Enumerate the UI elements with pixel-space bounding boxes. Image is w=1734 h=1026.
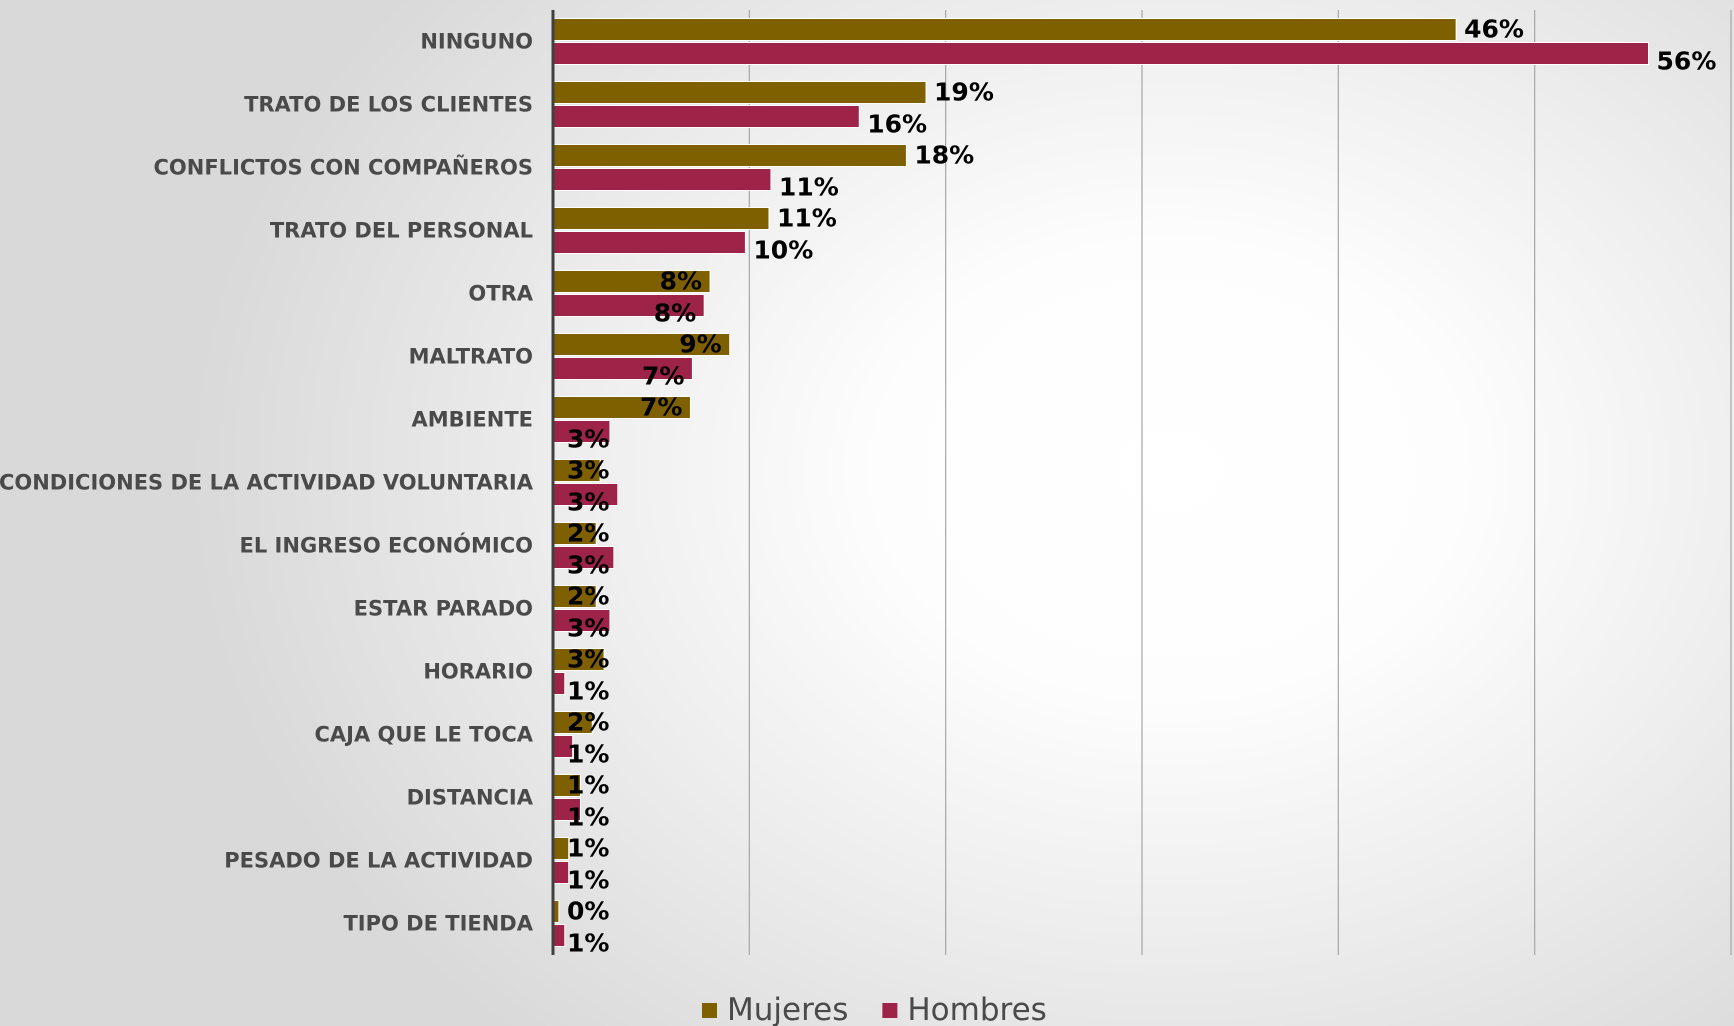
bar-mujeres	[552, 18, 1457, 41]
data-label-hombres: 1%	[567, 803, 609, 832]
category-label: MALTRATO	[409, 345, 533, 369]
bars	[552, 18, 1650, 947]
data-label-mujeres: 2%	[567, 582, 609, 611]
data-label-hombres: 11%	[779, 173, 839, 202]
bar-hombres	[552, 231, 746, 254]
data-label-mujeres: 19%	[934, 78, 994, 107]
bar-mujeres	[552, 207, 770, 230]
bar-hombres	[552, 105, 860, 128]
data-label-mujeres: 0%	[567, 897, 609, 926]
bar-hombres	[552, 672, 566, 695]
legend-label: Hombres	[907, 992, 1046, 1026]
data-label-hombres: 56%	[1657, 47, 1717, 76]
category-label: NINGUNO	[420, 30, 533, 54]
data-label-hombres: 1%	[567, 866, 609, 895]
data-label-hombres: 8%	[654, 299, 696, 328]
data-label-mujeres: 9%	[679, 330, 721, 359]
bar-hombres	[552, 924, 566, 947]
category-label: CONFLICTOS CON COMPAÑEROS	[154, 155, 534, 180]
data-label-mujeres: 1%	[567, 771, 609, 800]
category-label: ESTAR PARADO	[354, 597, 533, 621]
category-label: PESADO DE LA ACTIVIDAD	[224, 849, 533, 873]
category-labels: NINGUNO TRATO DE LOS CLIENTES CONFLICTOS C…	[0, 30, 534, 936]
category-label: DISTANCIA	[407, 786, 534, 810]
category-label: OTRA	[468, 282, 533, 306]
data-label-hombres: 1%	[567, 929, 609, 958]
legend: Mujeres Hombres	[702, 992, 1047, 1026]
data-label-mujeres: 11%	[777, 204, 837, 233]
category-label: TRATO DEL PERSONAL	[270, 219, 533, 243]
bar-hombres	[552, 42, 1650, 65]
data-label-mujeres: 18%	[914, 141, 974, 170]
data-label-hombres: 3%	[567, 551, 609, 580]
legend-swatch	[882, 1003, 898, 1018]
data-label-hombres: 16%	[867, 110, 927, 139]
category-label: TRATO DE LOS CLIENTES	[244, 93, 533, 117]
data-label-hombres: 3%	[567, 425, 609, 454]
data-label-mujeres: 8%	[660, 267, 702, 296]
category-label: TIPO DE TIENDA	[343, 912, 533, 936]
gridlines	[748, 10, 1732, 955]
legend-swatch	[702, 1003, 717, 1018]
data-label-mujeres: 2%	[567, 708, 609, 737]
data-label-mujeres: 1%	[567, 834, 609, 863]
data-label-hombres: 10%	[753, 236, 813, 265]
data-label-mujeres: 3%	[567, 645, 609, 674]
category-label: EL INGRESO ECONÓMICO	[240, 533, 533, 558]
category-label: HORARIO	[423, 660, 533, 684]
data-label-hombres: 7%	[642, 362, 684, 391]
data-label-hombres: 3%	[567, 488, 609, 517]
data-label-hombres: 1%	[567, 677, 609, 706]
data-label-mujeres: 2%	[567, 519, 609, 548]
legend-label: Mujeres	[727, 992, 848, 1026]
bar-hombres	[552, 168, 772, 191]
category-label: AMBIENTE	[411, 408, 533, 432]
data-label-hombres: 3%	[567, 614, 609, 643]
data-label-mujeres: 7%	[640, 393, 682, 422]
category-label: CONDICIONES DE LA ACTIVIDAD VOLUNTARIA	[0, 471, 534, 495]
bar-mujeres	[552, 81, 927, 104]
data-label-mujeres: 46%	[1464, 15, 1524, 44]
data-label-mujeres: 3%	[567, 456, 609, 485]
data-label-hombres: 1%	[567, 740, 609, 769]
category-label: CAJA QUE LE TOCA	[315, 723, 534, 747]
bar-mujeres	[552, 144, 907, 167]
data-labels: 46%56%19%16%18%11%11%10%8%8%9%7%7%3%3%3%…	[567, 15, 1716, 958]
